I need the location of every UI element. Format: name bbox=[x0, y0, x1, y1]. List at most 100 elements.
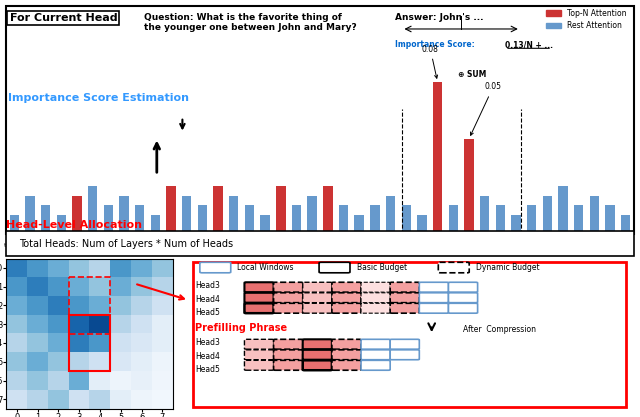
FancyBboxPatch shape bbox=[332, 282, 361, 292]
Bar bbox=[401, 205, 411, 234]
FancyBboxPatch shape bbox=[200, 262, 231, 273]
FancyBboxPatch shape bbox=[244, 303, 273, 313]
FancyBboxPatch shape bbox=[303, 350, 332, 360]
Bar bbox=[25, 196, 35, 234]
Text: 0.05: 0.05 bbox=[470, 83, 502, 136]
FancyBboxPatch shape bbox=[303, 293, 332, 303]
Bar bbox=[198, 205, 207, 234]
Text: Reason: Reason bbox=[207, 271, 230, 276]
Bar bbox=[449, 205, 458, 234]
FancyBboxPatch shape bbox=[193, 261, 626, 407]
Bar bbox=[56, 215, 66, 234]
Bar bbox=[166, 186, 176, 234]
FancyBboxPatch shape bbox=[361, 293, 390, 303]
FancyBboxPatch shape bbox=[303, 303, 332, 313]
FancyBboxPatch shape bbox=[244, 293, 273, 303]
FancyBboxPatch shape bbox=[332, 360, 361, 370]
FancyBboxPatch shape bbox=[273, 350, 303, 360]
FancyBboxPatch shape bbox=[319, 262, 350, 273]
FancyBboxPatch shape bbox=[273, 282, 303, 292]
FancyBboxPatch shape bbox=[438, 262, 469, 273]
FancyBboxPatch shape bbox=[361, 360, 390, 370]
Bar bbox=[292, 205, 301, 234]
FancyBboxPatch shape bbox=[390, 293, 419, 303]
FancyBboxPatch shape bbox=[6, 6, 634, 234]
Text: Head3
Head4
Head5: Head3 Head4 Head5 bbox=[195, 281, 220, 317]
Text: Dynamic Budget: Dynamic Budget bbox=[476, 263, 540, 272]
Bar bbox=[41, 205, 51, 234]
FancyBboxPatch shape bbox=[390, 282, 419, 292]
Bar bbox=[480, 196, 490, 234]
FancyBboxPatch shape bbox=[419, 303, 449, 313]
FancyBboxPatch shape bbox=[419, 282, 449, 292]
Bar bbox=[69, 315, 111, 371]
FancyBboxPatch shape bbox=[273, 303, 303, 313]
Bar bbox=[88, 186, 97, 234]
Legend: Top-N Attention, Rest Attention: Top-N Attention, Rest Attention bbox=[543, 5, 630, 33]
Bar bbox=[589, 196, 599, 234]
Bar bbox=[135, 205, 145, 234]
Bar bbox=[119, 196, 129, 234]
FancyBboxPatch shape bbox=[361, 350, 390, 360]
FancyBboxPatch shape bbox=[303, 339, 332, 349]
Text: John is 12 years old. Mary is 13 years old. Mary's favorite thing is to...: John is 12 years old. Mary is 13 years o… bbox=[116, 243, 336, 248]
Bar bbox=[10, 215, 19, 234]
Text: 0.13/N + ...: 0.13/N + ... bbox=[505, 40, 553, 49]
Bar bbox=[307, 196, 317, 234]
FancyBboxPatch shape bbox=[332, 350, 361, 360]
Bar bbox=[323, 186, 333, 234]
Bar bbox=[464, 139, 474, 234]
FancyBboxPatch shape bbox=[390, 350, 419, 360]
FancyBboxPatch shape bbox=[361, 303, 390, 313]
Text: Answer: John's ...: Answer: John's ... bbox=[396, 13, 484, 22]
Bar bbox=[417, 215, 427, 234]
Bar bbox=[182, 196, 191, 234]
Text: Question: What is the favorite thing of
the younger one between John and Mary?: Question: What is the favorite thing of … bbox=[145, 13, 357, 33]
Text: told us so much he ...: told us so much he ... bbox=[4, 243, 72, 248]
Bar bbox=[229, 196, 239, 234]
Text: Wrong Copy: Wrong Copy bbox=[357, 271, 396, 276]
Text: Context: Context bbox=[566, 271, 591, 276]
FancyBboxPatch shape bbox=[6, 231, 634, 256]
Bar bbox=[511, 215, 521, 234]
FancyBboxPatch shape bbox=[390, 339, 419, 349]
FancyBboxPatch shape bbox=[332, 293, 361, 303]
FancyBboxPatch shape bbox=[419, 293, 449, 303]
Text: Head-Level Allocation: Head-Level Allocation bbox=[6, 220, 143, 230]
Bar bbox=[527, 205, 536, 234]
FancyBboxPatch shape bbox=[273, 293, 303, 303]
FancyBboxPatch shape bbox=[449, 303, 477, 313]
Text: Total Heads: Num of Layers * Num of Heads: Total Heads: Num of Layers * Num of Head… bbox=[19, 239, 233, 249]
Bar bbox=[370, 205, 380, 234]
Bar bbox=[543, 196, 552, 234]
Bar bbox=[558, 186, 568, 234]
Bar bbox=[69, 277, 111, 334]
Bar bbox=[104, 205, 113, 234]
Text: Local Windows: Local Windows bbox=[237, 263, 294, 272]
Bar bbox=[386, 196, 396, 234]
Bar bbox=[276, 186, 285, 234]
FancyBboxPatch shape bbox=[361, 339, 390, 349]
FancyBboxPatch shape bbox=[449, 293, 477, 303]
Text: Importance Score Estimation: Importance Score Estimation bbox=[8, 93, 189, 103]
Bar bbox=[605, 205, 615, 234]
Bar bbox=[621, 215, 630, 234]
Bar bbox=[355, 215, 364, 234]
FancyBboxPatch shape bbox=[273, 360, 303, 370]
FancyBboxPatch shape bbox=[303, 282, 332, 292]
Bar bbox=[150, 215, 160, 234]
Text: After  Compression: After Compression bbox=[463, 325, 536, 334]
Text: ⊕ SUM: ⊕ SUM bbox=[458, 70, 486, 79]
Bar bbox=[72, 196, 82, 234]
Text: Prefilling Phrase: Prefilling Phrase bbox=[195, 323, 287, 333]
FancyBboxPatch shape bbox=[244, 360, 273, 370]
FancyBboxPatch shape bbox=[244, 282, 273, 292]
Text: For Current Head: For Current Head bbox=[10, 13, 117, 23]
Bar bbox=[244, 205, 254, 234]
Text: Importance Score:: Importance Score: bbox=[396, 40, 477, 49]
Text: we did our best to ...: we did our best to ... bbox=[554, 243, 619, 248]
Bar bbox=[339, 205, 348, 234]
Bar bbox=[213, 186, 223, 234]
Text: Head3
Head4
Head5: Head3 Head4 Head5 bbox=[195, 339, 220, 374]
Text: Needle Sentences: Needle Sentences bbox=[276, 304, 333, 309]
